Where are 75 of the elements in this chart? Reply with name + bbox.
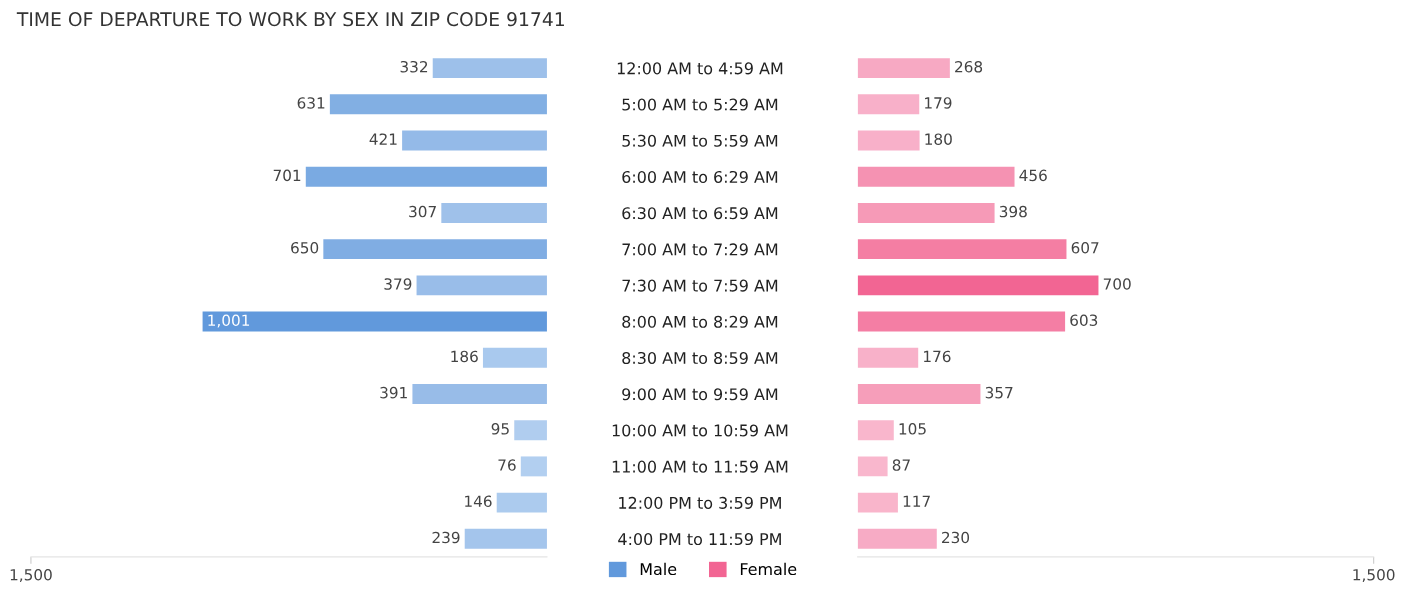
bar — [305, 166, 547, 187]
data-label: 332 — [400, 60, 428, 73]
data-label: 105 — [899, 423, 926, 435]
data-label: 230 — [942, 531, 970, 544]
bar — [857, 202, 995, 223]
bar — [329, 94, 547, 115]
data-label: 179 — [925, 97, 952, 109]
bar — [412, 384, 547, 404]
chart-title: TIME OF DEPARTURE TO WORK BY SEX IN ZIP CODE 91741 — [16, 12, 564, 27]
data-label: 700 — [1103, 278, 1131, 290]
bar — [402, 130, 547, 151]
data-label: 379 — [384, 278, 412, 290]
bar — [416, 275, 547, 296]
y-tick-label: 5:30 AM to 5:59 AM — [622, 134, 778, 147]
data-label: 391 — [380, 386, 407, 399]
y-tick-label: 9:00 AM to 9:59 AM — [622, 388, 778, 401]
y-tick-label: 5:00 AM to 5:29 AM — [622, 98, 778, 111]
bar — [857, 347, 919, 368]
data-label: 631 — [297, 97, 325, 109]
bar — [323, 239, 547, 260]
bar — [857, 94, 920, 115]
bar — [496, 492, 547, 513]
data-label: 607 — [1071, 242, 1099, 254]
y-tick-label: 7:30 AM to 7:59 AM — [622, 279, 778, 292]
data-label: 603 — [1070, 314, 1098, 326]
data-label: 239 — [432, 531, 460, 544]
data-label: 701 — [273, 169, 301, 182]
data-label: 357 — [985, 386, 1013, 399]
bar — [857, 456, 888, 477]
legend-label: Male — [640, 562, 677, 576]
bar — [464, 528, 547, 549]
x-tick-label: 1,500 — [1353, 569, 1395, 583]
data-label: 87 — [892, 459, 910, 471]
bar — [857, 311, 1066, 332]
y-tick-label: 4:00 PM to 11:59 PM — [618, 533, 781, 546]
y-tick-label: 12:00 PM to 3:59 PM — [619, 496, 781, 509]
y-tick-label: 6:00 AM to 6:29 AM — [622, 170, 778, 184]
data-label: 650 — [291, 242, 319, 254]
legend-label: Female — [740, 562, 797, 576]
y-tick-label: 6:30 AM to 6:59 AM — [622, 207, 778, 220]
bar — [482, 347, 547, 368]
data-label: 398 — [999, 205, 1027, 218]
data-label: 1,001 — [208, 314, 250, 328]
data-label: 180 — [925, 133, 952, 145]
bar — [857, 528, 937, 549]
bar — [857, 239, 1067, 260]
y-tick-label: 10:00 AM to 10:59 AM — [612, 424, 788, 437]
bar — [857, 492, 898, 513]
bar — [202, 311, 547, 332]
bar — [857, 166, 1015, 187]
y-tick-label: 7:00 AM to 7:29 AM — [622, 243, 778, 256]
data-label: 176 — [924, 350, 951, 363]
bar — [857, 420, 894, 441]
y-tick-label: 8:30 AM to 8:59 AM — [622, 351, 778, 365]
data-label: 95 — [491, 423, 509, 435]
y-tick-label: 11:00 AM to 11:59 AM — [612, 460, 788, 473]
bar — [520, 456, 547, 477]
bar — [441, 202, 547, 223]
bar — [857, 130, 920, 151]
bar — [857, 384, 981, 404]
data-label: 456 — [1019, 169, 1047, 182]
bar — [857, 58, 950, 79]
data-label: 307 — [409, 205, 436, 218]
data-label: 117 — [903, 495, 930, 507]
x-tick-label: 1,500 — [10, 569, 52, 583]
bar — [857, 275, 1099, 296]
data-label: 76 — [498, 459, 516, 471]
bar — [514, 420, 547, 441]
bar — [432, 58, 547, 79]
data-label: 146 — [465, 495, 492, 508]
y-tick-label: 12:00 AM to 4:59 AM — [617, 62, 783, 75]
data-label: 421 — [369, 133, 397, 145]
data-label: 186 — [451, 350, 478, 363]
y-tick-label: 8:00 AM to 8:29 AM — [622, 315, 778, 328]
data-label: 268 — [955, 60, 983, 73]
